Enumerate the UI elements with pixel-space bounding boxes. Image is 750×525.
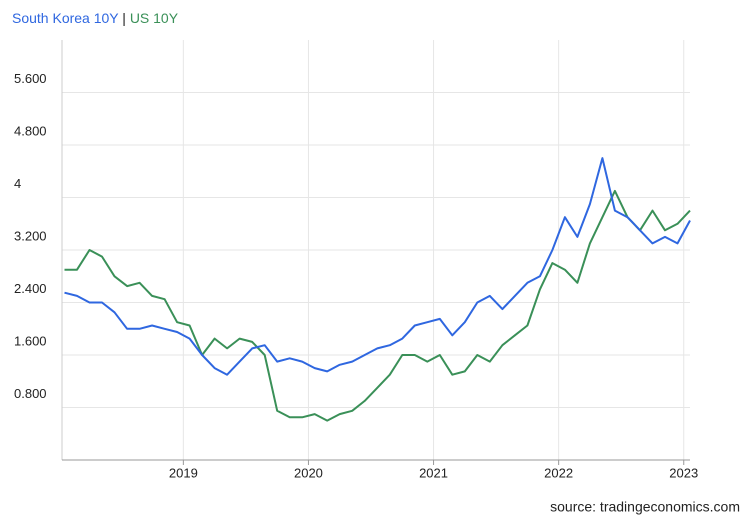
y-tick-label: 3.200 <box>14 228 47 243</box>
y-tick-label: 0.800 <box>14 386 47 401</box>
legend: South Korea 10Y | US 10Y <box>12 10 179 26</box>
y-tick-label: 4 <box>14 176 21 191</box>
x-tick-label: 2021 <box>419 465 448 480</box>
source: source: tradingeconomics.com <box>550 499 740 515</box>
x-tick-label: 2019 <box>169 465 198 480</box>
legend-separator: | <box>122 10 126 26</box>
y-tick-label: 4.800 <box>14 123 47 138</box>
line-series <box>64 157 691 376</box>
y-tick-label: 5.600 <box>14 71 47 86</box>
y-tick-label: 1.600 <box>14 333 47 348</box>
y-tick-label: 2.400 <box>14 281 47 296</box>
x-tick-label: 2020 <box>294 465 323 480</box>
x-tick-label: 2022 <box>544 465 573 480</box>
x-tick-label: 2023 <box>669 465 698 480</box>
legend-entry: South Korea 10Y <box>12 10 119 26</box>
line-series <box>64 189 691 422</box>
legend-entry: US 10Y <box>130 10 179 26</box>
